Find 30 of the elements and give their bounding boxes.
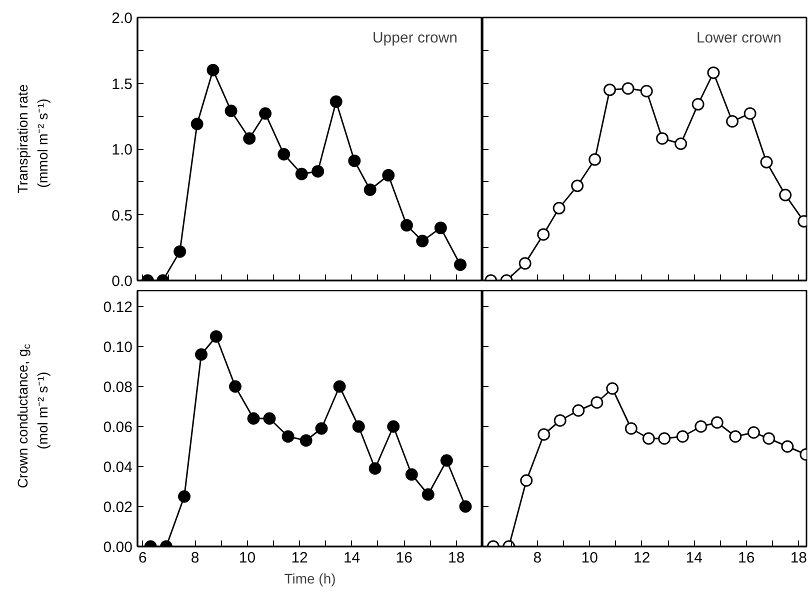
x-tick-label: 12 [291, 550, 308, 566]
annotation: Lower crown [696, 30, 782, 46]
y-tick-label: 0.0 [112, 273, 133, 290]
x-tick-label: 18 [448, 550, 465, 566]
x-tick-label: 18 [790, 550, 808, 566]
x-axis-title: Time (h) [284, 570, 336, 586]
y-tick-label: 0.04 [103, 459, 133, 476]
y-tick-label: 1.5 [112, 76, 133, 93]
text: Crown conductance, gc (mol m⁻² s⁻¹) [14, 344, 50, 488]
x-tick-label: 8 [533, 550, 542, 566]
x-tick-label: 14 [343, 550, 360, 566]
annotation: Upper crown [372, 30, 458, 46]
y-tick-label: 0.00 [103, 539, 133, 556]
y-tick-label: 0.06 [103, 419, 133, 436]
y-tick-label: 1.0 [112, 142, 133, 158]
x-tick-label: 12 [634, 550, 650, 566]
y-tick-label: 0.10 [103, 339, 133, 356]
y-tick-label: 0.08 [103, 379, 133, 396]
x-tick-label: 16 [396, 550, 412, 566]
x-tick-label: 6 [138, 550, 147, 566]
y-tick-label: 2.0 [112, 10, 133, 27]
y-tick-label: 0.12 [103, 299, 133, 316]
y-axis-title: Transpiration rate (mmol m⁻² s⁻¹) [14, 84, 50, 194]
x-tick-label: 10 [581, 550, 598, 566]
x-tick-label: 14 [686, 550, 702, 566]
x-tick-label: 8 [190, 550, 200, 566]
y-tick-label: 0.02 [103, 499, 133, 516]
x-tick-label: 16 [738, 550, 755, 566]
y-tick-label: 0.5 [112, 207, 133, 224]
x-tick-label: 10 [238, 550, 256, 566]
